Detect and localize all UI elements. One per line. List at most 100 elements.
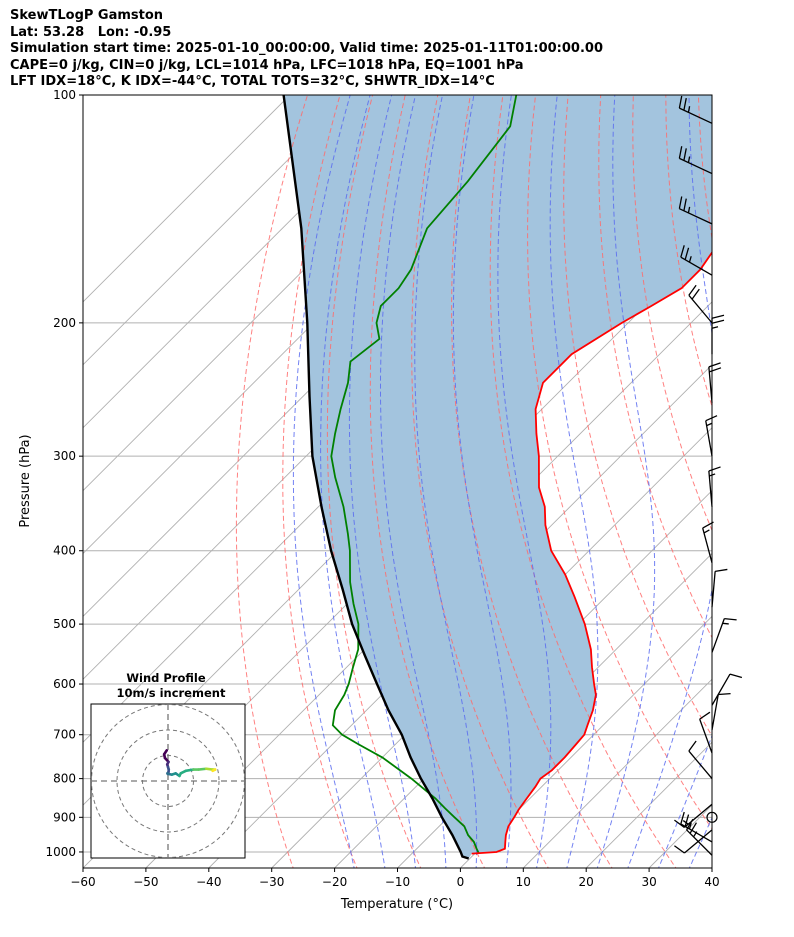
moist-adiabat: [452, 95, 512, 868]
cape-fill-layer: [283, 95, 712, 859]
barb-flag: [715, 568, 728, 573]
barb-half-flag: [688, 256, 692, 263]
wind-barb: [711, 617, 737, 653]
barb-flag: [678, 146, 683, 159]
barb-flag: [680, 811, 685, 825]
barb-half-flag: [687, 156, 691, 163]
barb-half-flag: [722, 622, 729, 625]
wind-barb: [711, 693, 731, 731]
dry-adiabat: [326, 95, 422, 868]
dry-adiabat: [527, 95, 712, 830]
barb-flag: [711, 319, 725, 324]
x-tick-label: 10: [516, 875, 531, 889]
dry-adiabat: [764, 95, 794, 871]
barb-staff: [684, 829, 713, 854]
barb-half-flag: [682, 820, 689, 825]
wind-barb: [699, 711, 713, 754]
x-tick-label: 0: [457, 875, 465, 889]
dry-adiabat: [731, 95, 794, 871]
moist-adiabat: [627, 95, 712, 868]
barb-staff: [680, 256, 713, 276]
y-tick-label: 400: [53, 544, 76, 558]
moist-adiabat: [320, 95, 386, 868]
dry-adiabat: [451, 95, 613, 868]
profile-layer: [282, 95, 712, 860]
wind-barb: [674, 829, 713, 854]
barb-flag: [724, 617, 737, 621]
moist-adiabat: [497, 95, 552, 868]
barb-flag: [709, 367, 722, 373]
x-tick-label: 30: [641, 875, 656, 889]
barb-staff: [708, 366, 713, 403]
barb-flag: [688, 740, 697, 752]
y-tick-label: 700: [53, 728, 76, 742]
wind-barb: [688, 284, 713, 324]
x-tick-label: −60: [70, 875, 95, 889]
barb-staff: [679, 107, 713, 124]
chart-header: SkewTLogP Gamston Lat: 53.28 Lon: -0.95 Si…: [10, 8, 603, 91]
dry-adiabat: [697, 95, 712, 242]
x-tick-label: −30: [259, 875, 284, 889]
barb-flag: [683, 198, 687, 211]
barb-staff: [679, 208, 713, 225]
moist-adiabat: [414, 95, 478, 868]
wind-barb: [678, 95, 713, 124]
y-tick-label: 800: [53, 772, 76, 786]
location-line: Lat: 53.28 Lon: -0.95: [10, 24, 172, 40]
barb-staff: [705, 420, 713, 457]
dry-adiabat: [563, 95, 712, 737]
wind-barb: [674, 803, 713, 828]
moist-adiabat: [596, 95, 656, 868]
wind-barb: [708, 362, 722, 403]
barb-half-flag: [703, 529, 710, 534]
barb-flag: [708, 466, 721, 472]
barb-staff: [711, 618, 725, 653]
barb-flag: [689, 822, 698, 834]
isotherm: [208, 364, 712, 868]
inset-subtitle: 10m/s increment: [117, 686, 226, 700]
moist-adiabat: [658, 734, 712, 868]
isotherm: [711, 867, 712, 868]
barb-staff: [688, 750, 713, 780]
barb-staff: [711, 694, 719, 731]
x-tick-label: 20: [579, 875, 594, 889]
wind-barb: [708, 466, 721, 507]
y-tick-label: 600: [53, 677, 76, 691]
time-line: Simulation start time: 2025-01-10_00:00:…: [10, 41, 603, 56]
x-tick-label: −40: [196, 875, 221, 889]
temperature-line: [471, 250, 712, 855]
dry-adiabat: [411, 95, 549, 868]
indices-line-2: LFT IDX=18°C, K IDX=-44°C, TOTAL TOTS=32…: [10, 74, 495, 89]
isotherm: [83, 95, 291, 303]
barb-flag: [678, 196, 683, 209]
barb-staff: [684, 803, 713, 828]
barb-flag: [718, 693, 731, 696]
barb-flag: [674, 845, 685, 854]
barb-flag: [674, 819, 685, 828]
barb-flag: [729, 673, 743, 679]
x-tick-label: −20: [322, 875, 347, 889]
dry-adiabat: [489, 95, 677, 868]
y-tick-label: 300: [53, 449, 76, 463]
wind-barb: [688, 740, 713, 780]
dry-adiabat: [235, 95, 308, 868]
barb-flag: [678, 95, 683, 109]
y-tick-label: 1000: [45, 845, 76, 859]
isotherm: [460, 615, 712, 868]
y-tick-label: 200: [53, 316, 76, 330]
barb-flag: [711, 314, 725, 319]
x-tick-label: 40: [704, 875, 719, 889]
barb-staff: [688, 294, 713, 324]
inset-title: Wind Profile: [126, 671, 206, 685]
barb-flag: [705, 415, 718, 422]
wind-barb: [711, 673, 743, 706]
dry-adiabat: [632, 95, 712, 532]
barb-half-flag: [688, 822, 692, 830]
moist-adiabat: [348, 95, 417, 868]
station-title: SkewTLogP Gamston: [10, 8, 164, 23]
barb-half-flag: [687, 106, 691, 113]
wind-barb: [711, 568, 728, 608]
wind-barb: [678, 196, 713, 225]
